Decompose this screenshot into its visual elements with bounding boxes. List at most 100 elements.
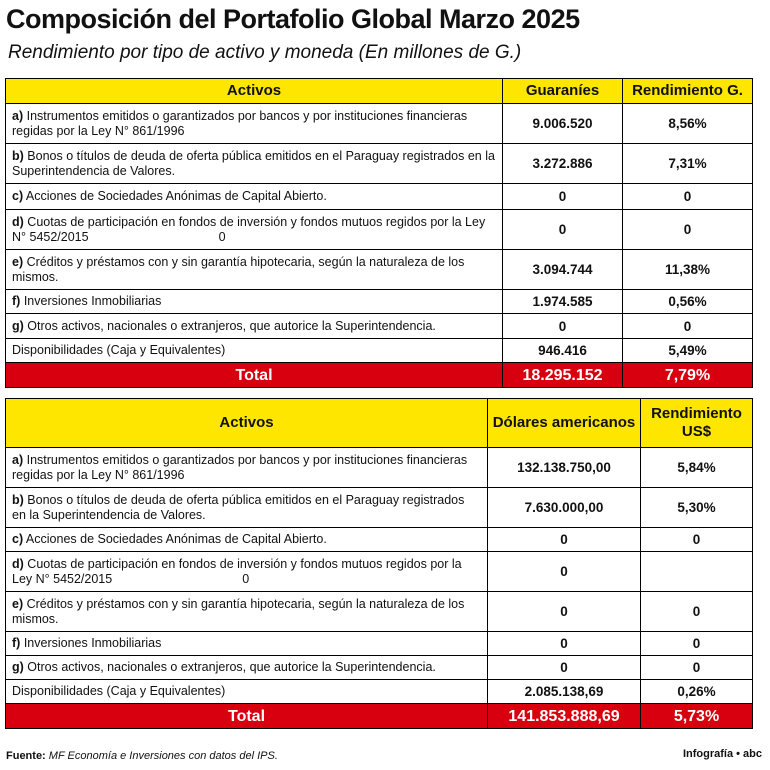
row-key: f) xyxy=(12,636,21,650)
row-key: e) xyxy=(12,596,24,611)
yield-cell xyxy=(640,551,753,592)
row-label: f) Inversiones Inmobiliarias xyxy=(5,631,488,656)
column-header: Dólares americanos xyxy=(487,398,641,448)
row-text: Cuotas de participación en fondos de inv… xyxy=(12,556,462,586)
title: Composición del Portafolio Global Marzo … xyxy=(6,4,580,34)
row-label: Disponibilidades (Caja y Equivalentes) xyxy=(5,338,503,363)
row-label: d) Cuotas de participación en fondos de … xyxy=(5,209,503,250)
amount-cell: 7.630.000,00 xyxy=(487,487,641,528)
row-key: b) xyxy=(12,492,24,507)
yield-cell: 0 xyxy=(640,631,753,656)
source-label: Fuente: xyxy=(6,750,46,762)
row-label: b) Bonos o títulos de deuda de oferta pú… xyxy=(5,487,488,528)
column-header: Rendimiento G. xyxy=(622,78,753,104)
source: Fuente: MF Economía e Inversiones con da… xyxy=(6,750,278,762)
yield-cell: 0,56% xyxy=(622,289,753,314)
yield-cell: 0 xyxy=(622,313,753,339)
amount-cell: 1.974.585 xyxy=(502,289,623,314)
yield-cell: 0 xyxy=(640,591,753,632)
row-label: a) Instrumentos emitidos o garantizados … xyxy=(5,103,503,144)
yield-cell: 0 xyxy=(640,655,753,680)
row-text: Bonos o títulos de deuda de oferta públi… xyxy=(12,492,465,522)
row-label-text: d) Cuotas de participación en fondos de … xyxy=(12,215,496,245)
column-header: Activos xyxy=(5,398,488,448)
row-label-text: d) Cuotas de participación en fondos de … xyxy=(12,557,481,587)
total-label: Total xyxy=(5,362,503,388)
row-key: a) xyxy=(12,108,24,123)
row-label: e) Créditos y préstamos con y sin garant… xyxy=(5,591,488,632)
column-header: Guaraníes xyxy=(502,78,623,104)
row-label: g) Otros activos, nacionales o extranjer… xyxy=(5,313,503,339)
row-key: g) xyxy=(12,318,24,333)
row-text: Inversiones Inmobiliarias xyxy=(23,294,162,308)
row-label-text: g) Otros activos, nacionales o extranjer… xyxy=(12,319,436,334)
row-label-text: f) Inversiones Inmobiliarias xyxy=(12,636,161,651)
yield-cell: 0,26% xyxy=(640,679,753,704)
row-text: Otros activos, nacionales o extranjeros,… xyxy=(27,660,436,674)
row-key: b) xyxy=(12,148,24,163)
row-label: Disponibilidades (Caja y Equivalentes) xyxy=(5,679,488,704)
amount-cell: 0 xyxy=(487,551,641,592)
amount-cell: 0 xyxy=(487,631,641,656)
row-label-text: b) Bonos o títulos de deuda de oferta pú… xyxy=(12,493,481,523)
row-label-text: e) Créditos y préstamos con y sin garant… xyxy=(12,255,496,285)
yield-cell: 8,56% xyxy=(622,103,753,144)
amount-cell: 3.272.886 xyxy=(502,143,623,184)
total-amount: 141.853.888,69 xyxy=(487,703,641,729)
yield-cell: 0 xyxy=(622,209,753,250)
row-label-text: g) Otros activos, nacionales o extranjer… xyxy=(12,660,436,675)
row-label: c) Acciones de Sociedades Anónimas de Ca… xyxy=(5,183,503,210)
amount-cell: 9.006.520 xyxy=(502,103,623,144)
row-label-text: f) Inversiones Inmobiliarias xyxy=(12,294,161,309)
row-text: Otros activos, nacionales o extranjeros,… xyxy=(27,318,436,333)
row-label-text: c) Acciones de Sociedades Anónimas de Ca… xyxy=(12,189,327,204)
row-label-text: c) Acciones de Sociedades Anónimas de Ca… xyxy=(12,532,327,547)
row-text: Acciones de Sociedades Anónimas de Capit… xyxy=(25,532,327,546)
row-label: c) Acciones de Sociedades Anónimas de Ca… xyxy=(5,527,488,552)
amount-cell: 3.094.744 xyxy=(502,249,623,290)
row-label-text: a) Instrumentos emitidos o garantizados … xyxy=(12,109,496,139)
credit: Infografía • abc xyxy=(682,748,762,760)
total-amount: 18.295.152 xyxy=(502,362,623,388)
row-key: c) xyxy=(12,532,24,546)
amount-cell: 0 xyxy=(487,655,641,680)
source-text: MF Economía e Inversiones con datos del … xyxy=(48,750,278,762)
row-text: Cuotas de participación en fondos de inv… xyxy=(12,214,486,244)
row-label-text: e) Créditos y préstamos con y sin garant… xyxy=(12,597,481,627)
total-yield: 7,79% xyxy=(622,362,753,388)
amount-cell: 132.138.750,00 xyxy=(487,447,641,488)
column-header: Rendimiento US$ xyxy=(640,398,753,448)
amount-cell: 946.416 xyxy=(502,338,623,363)
row-key: a) xyxy=(12,452,24,467)
amount-cell: 0 xyxy=(502,209,623,250)
row-text: Disponibilidades (Caja y Equivalentes) xyxy=(12,684,226,698)
total-label: Total xyxy=(5,703,488,729)
amount-cell: 0 xyxy=(487,591,641,632)
total-yield: 5,73% xyxy=(640,703,753,729)
row-text: Bonos o títulos de deuda de oferta públi… xyxy=(12,148,495,178)
row-extra: 0 xyxy=(218,229,226,244)
row-label-text: b) Bonos o títulos de deuda de oferta pú… xyxy=(12,149,496,179)
row-label-text: Disponibilidades (Caja y Equivalentes) xyxy=(12,684,225,699)
row-text: Acciones de Sociedades Anónimas de Capit… xyxy=(25,189,327,203)
row-label: g) Otros activos, nacionales o extranjer… xyxy=(5,655,488,680)
row-key: d) xyxy=(12,556,24,571)
row-label: f) Inversiones Inmobiliarias xyxy=(5,289,503,314)
subtitle: Rendimiento por tipo de activo y moneda … xyxy=(8,42,522,63)
row-key: c) xyxy=(12,189,24,203)
yield-cell: 5,30% xyxy=(640,487,753,528)
row-label-text: Disponibilidades (Caja y Equivalentes) xyxy=(12,343,225,358)
row-text: Créditos y préstamos con y sin garantía … xyxy=(12,596,465,626)
row-key: f) xyxy=(12,294,21,308)
row-text: Instrumentos emitidos o garantizados por… xyxy=(12,108,468,138)
yield-cell: 5,84% xyxy=(640,447,753,488)
row-label-text: a) Instrumentos emitidos o garantizados … xyxy=(12,453,481,483)
yield-cell: 5,49% xyxy=(622,338,753,363)
row-key: d) xyxy=(12,214,24,229)
row-text: Instrumentos emitidos o garantizados por… xyxy=(12,452,468,482)
row-key: g) xyxy=(12,660,24,674)
row-label: d) Cuotas de participación en fondos de … xyxy=(5,551,488,592)
row-label: e) Créditos y préstamos con y sin garant… xyxy=(5,249,503,290)
amount-cell: 0 xyxy=(502,183,623,210)
